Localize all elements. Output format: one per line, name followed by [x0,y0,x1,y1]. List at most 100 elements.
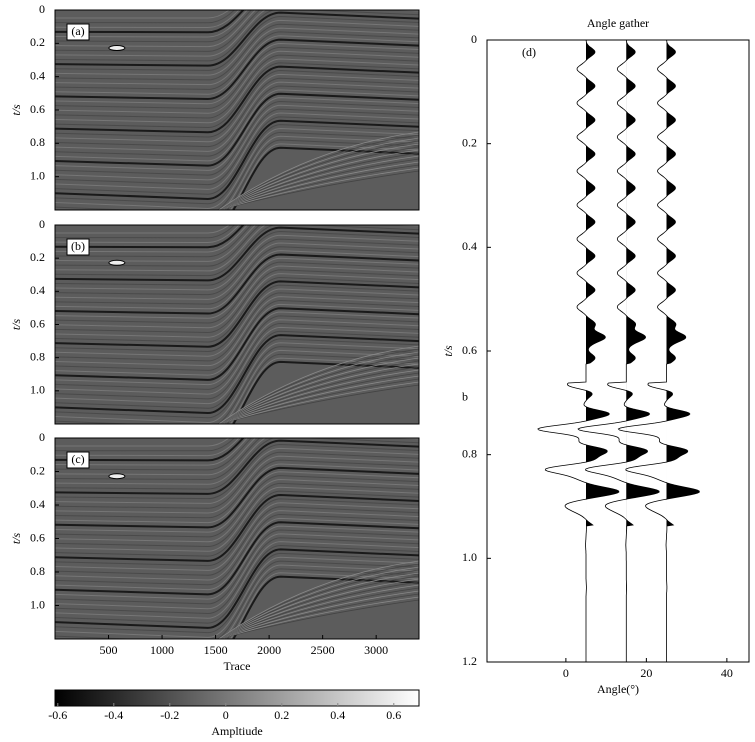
reflector [229,572,419,639]
fault-reflector [218,578,419,639]
reflector [55,556,419,638]
reflector [55,124,419,205]
reflector [232,360,419,424]
reflector [55,10,261,52]
reflector [55,246,419,305]
fault-reflector [218,566,419,639]
fault-reflector [218,161,419,210]
reflector [55,273,419,338]
fault-reflector [218,134,419,210]
x-tick-label: 1500 [204,643,228,657]
colorbar-tick-label: 0.4 [330,708,345,722]
reflector [55,326,419,405]
reflector [55,112,419,190]
reflector [55,50,419,114]
label-box [66,238,90,256]
reflector [55,438,252,471]
annotation: b [462,389,468,403]
reflector [55,517,419,591]
reflector [55,43,419,105]
reflector [226,139,419,210]
y-tick-label: 0.4 [30,283,45,297]
reflector [55,475,419,538]
reflector [55,292,419,362]
reflector [55,284,419,352]
reflector [55,471,419,533]
fault-reflector [218,381,419,424]
colorbar-label: Ampltiude [211,724,262,738]
panel-label: (c) [71,452,84,466]
x-axis-label: Trace [224,659,251,673]
y-tick-label: 0.2 [30,35,45,49]
fault-reflector [218,384,419,424]
fault-reflector [218,369,419,424]
reflector [55,230,419,286]
fault-reflector [218,164,419,210]
reflector [55,225,240,243]
y-tick-label: 0 [471,32,477,46]
reflector [55,541,419,619]
reflector [55,119,419,200]
x-tick-label: 500 [100,643,118,657]
reflector [226,568,419,639]
y-tick-label: 0.8 [30,564,45,578]
y-tick-label: 0 [39,430,45,444]
fault-reflector [218,167,419,210]
reflector [55,438,236,452]
reflector [55,89,419,162]
reflector [55,225,261,267]
fault-reflector [218,572,419,639]
reflector [55,438,419,490]
reflector [55,438,419,485]
fault-reflector [218,170,419,210]
reflector [55,225,257,262]
reflector [55,438,230,447]
reflector [229,357,419,424]
fault-reflector [218,360,419,424]
reflector [55,319,419,395]
fault-reflector [218,152,419,210]
reflector [55,85,419,157]
reflector [55,10,236,24]
fault-reflector [218,131,419,210]
y-tick-label: 0.2 [30,250,45,264]
reflector [55,545,419,624]
reflector [229,143,419,210]
fault-reflector [218,378,419,424]
reflector [55,455,419,514]
reflector [232,146,419,210]
fault-reflector [218,351,419,424]
fault-reflector [218,581,419,639]
reflector [55,10,419,57]
y-tick-label: 0.8 [30,135,45,149]
x-axis-label: Angle(°) [597,682,639,696]
frame [486,39,750,663]
fault-reflector [218,137,419,210]
reflector [55,27,419,86]
x-tick-label: 20 [640,666,652,680]
reflector [55,552,419,634]
fault-reflector [218,575,419,639]
y-tick-label: 1.0 [30,383,45,397]
reflector [55,10,230,19]
reflector [55,438,248,466]
reflector [55,444,419,500]
seismic-panel: (b) 0 0.2 0.4 0.6 0.8 1.0 t/s [9,217,420,425]
fault-reflector [218,587,419,639]
fault-reflector [218,596,419,639]
reflector [55,494,419,562]
reflector [55,38,419,100]
reflector [55,77,419,148]
colorbar-tick-label: -0.4 [104,708,123,722]
chart-title: Angle gather [587,16,649,30]
reflector [55,19,419,76]
reflector [55,459,419,519]
reflector [55,257,419,319]
reflector [55,296,419,367]
colorbar-tick-label: 0.6 [386,708,401,722]
reflector [55,311,419,386]
fault-reflector [218,584,419,639]
x-tick-label: 3000 [364,643,388,657]
reflector [55,330,419,409]
